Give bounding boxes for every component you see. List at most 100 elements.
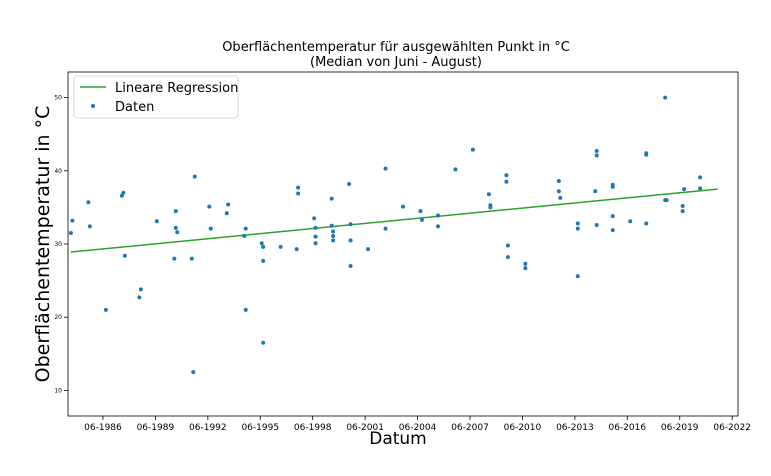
data-point — [331, 238, 336, 243]
data-point — [172, 256, 177, 261]
legend-dot-swatch — [91, 104, 95, 108]
plot-frame — [67, 71, 739, 417]
data-point — [122, 253, 127, 258]
data-point — [644, 152, 649, 157]
data-point — [504, 179, 509, 184]
data-point — [175, 230, 180, 235]
data-point — [698, 186, 703, 191]
data-point — [470, 147, 475, 152]
data-point — [296, 185, 301, 190]
y-tick-label: 10 — [54, 387, 62, 394]
data-point — [594, 149, 599, 154]
data-point — [68, 231, 73, 236]
data-point — [348, 238, 353, 243]
data-point — [192, 174, 197, 179]
legend: Lineare Regression Daten — [73, 75, 239, 119]
data-point — [435, 213, 440, 218]
data-point — [70, 218, 75, 223]
data-point — [593, 189, 598, 194]
data-point — [313, 225, 318, 230]
data-point — [259, 241, 264, 246]
data-point — [610, 184, 615, 189]
data-point — [348, 222, 353, 227]
data-point — [523, 261, 528, 266]
legend-label-data: Daten — [115, 100, 154, 115]
data-point — [556, 189, 561, 194]
legend-label-regression: Lineare Regression — [115, 81, 238, 96]
data-point — [680, 203, 685, 208]
data-point — [698, 175, 703, 180]
data-point — [86, 200, 91, 205]
y-tick-label: 30 — [54, 241, 62, 248]
chart-subtitle: (Median von Juni - August) — [310, 55, 482, 70]
data-point — [575, 226, 580, 231]
data-point — [137, 295, 142, 300]
data-point — [173, 209, 178, 214]
data-point — [453, 167, 458, 172]
data-point — [278, 244, 283, 249]
data-point — [556, 179, 561, 184]
data-point — [523, 266, 528, 271]
data-point — [261, 258, 266, 263]
data-point — [329, 196, 334, 201]
x-tick-label: 06-2019 — [661, 423, 699, 433]
data-point — [644, 221, 649, 226]
data-point — [208, 226, 213, 231]
data-point — [575, 221, 580, 226]
chart-title: Oberflächentemperatur für ausgewählten P… — [222, 40, 570, 55]
data-point — [207, 204, 212, 209]
x-tick-label: 06-1992 — [189, 423, 227, 433]
y-tick-label: 20 — [54, 314, 62, 321]
x-tick-label: 06-2007 — [451, 423, 489, 433]
x-tick-label: 06-2022 — [713, 423, 751, 433]
data-point — [486, 192, 491, 197]
data-point — [366, 247, 371, 252]
data-point — [226, 202, 231, 207]
data-point — [664, 198, 669, 203]
data-point — [329, 223, 334, 228]
data-point — [505, 243, 510, 248]
data-point — [313, 241, 318, 246]
data-point — [435, 224, 440, 229]
data-point — [682, 187, 687, 192]
x-axis-label: Datum — [369, 429, 427, 449]
data-point — [504, 173, 509, 178]
data-point — [594, 222, 599, 227]
plot-area — [68, 95, 718, 375]
regression-line — [70, 188, 718, 253]
data-point — [348, 263, 353, 268]
data-point — [261, 340, 266, 345]
data-point — [610, 214, 615, 219]
data-point — [663, 95, 668, 100]
x-tick-label: 06-1986 — [84, 423, 122, 433]
data-point — [680, 209, 685, 214]
data-point — [121, 190, 126, 195]
data-point — [138, 287, 143, 292]
x-tick-label: 06-2001 — [346, 423, 384, 433]
data-point — [505, 255, 510, 260]
y-tick-label: 50 — [54, 95, 62, 102]
data-point — [347, 181, 352, 186]
data-point — [87, 224, 92, 229]
data-point — [313, 234, 318, 239]
x-tick-label: 06-2013 — [556, 423, 594, 433]
x-axis: 06-1986 06-1989 06-1992 06-1995 06-1998 06-20… — [84, 416, 751, 433]
y-tick-label: 40 — [54, 168, 62, 175]
data-point — [312, 216, 317, 221]
data-point — [383, 166, 388, 171]
data-point — [154, 219, 159, 224]
data-point — [558, 195, 563, 200]
data-point — [401, 204, 405, 209]
x-tick-label: 06-1998 — [294, 423, 332, 433]
data-point — [628, 219, 633, 224]
data-point — [173, 225, 178, 230]
data-point — [594, 153, 599, 158]
data-point — [242, 233, 247, 238]
y-axis: 10 20 30 40 50 — [54, 95, 68, 394]
data-point — [261, 244, 266, 249]
data-point — [488, 205, 493, 210]
data-point — [103, 307, 108, 312]
data-point — [243, 307, 248, 312]
x-tick-label: 06-1995 — [241, 423, 279, 433]
